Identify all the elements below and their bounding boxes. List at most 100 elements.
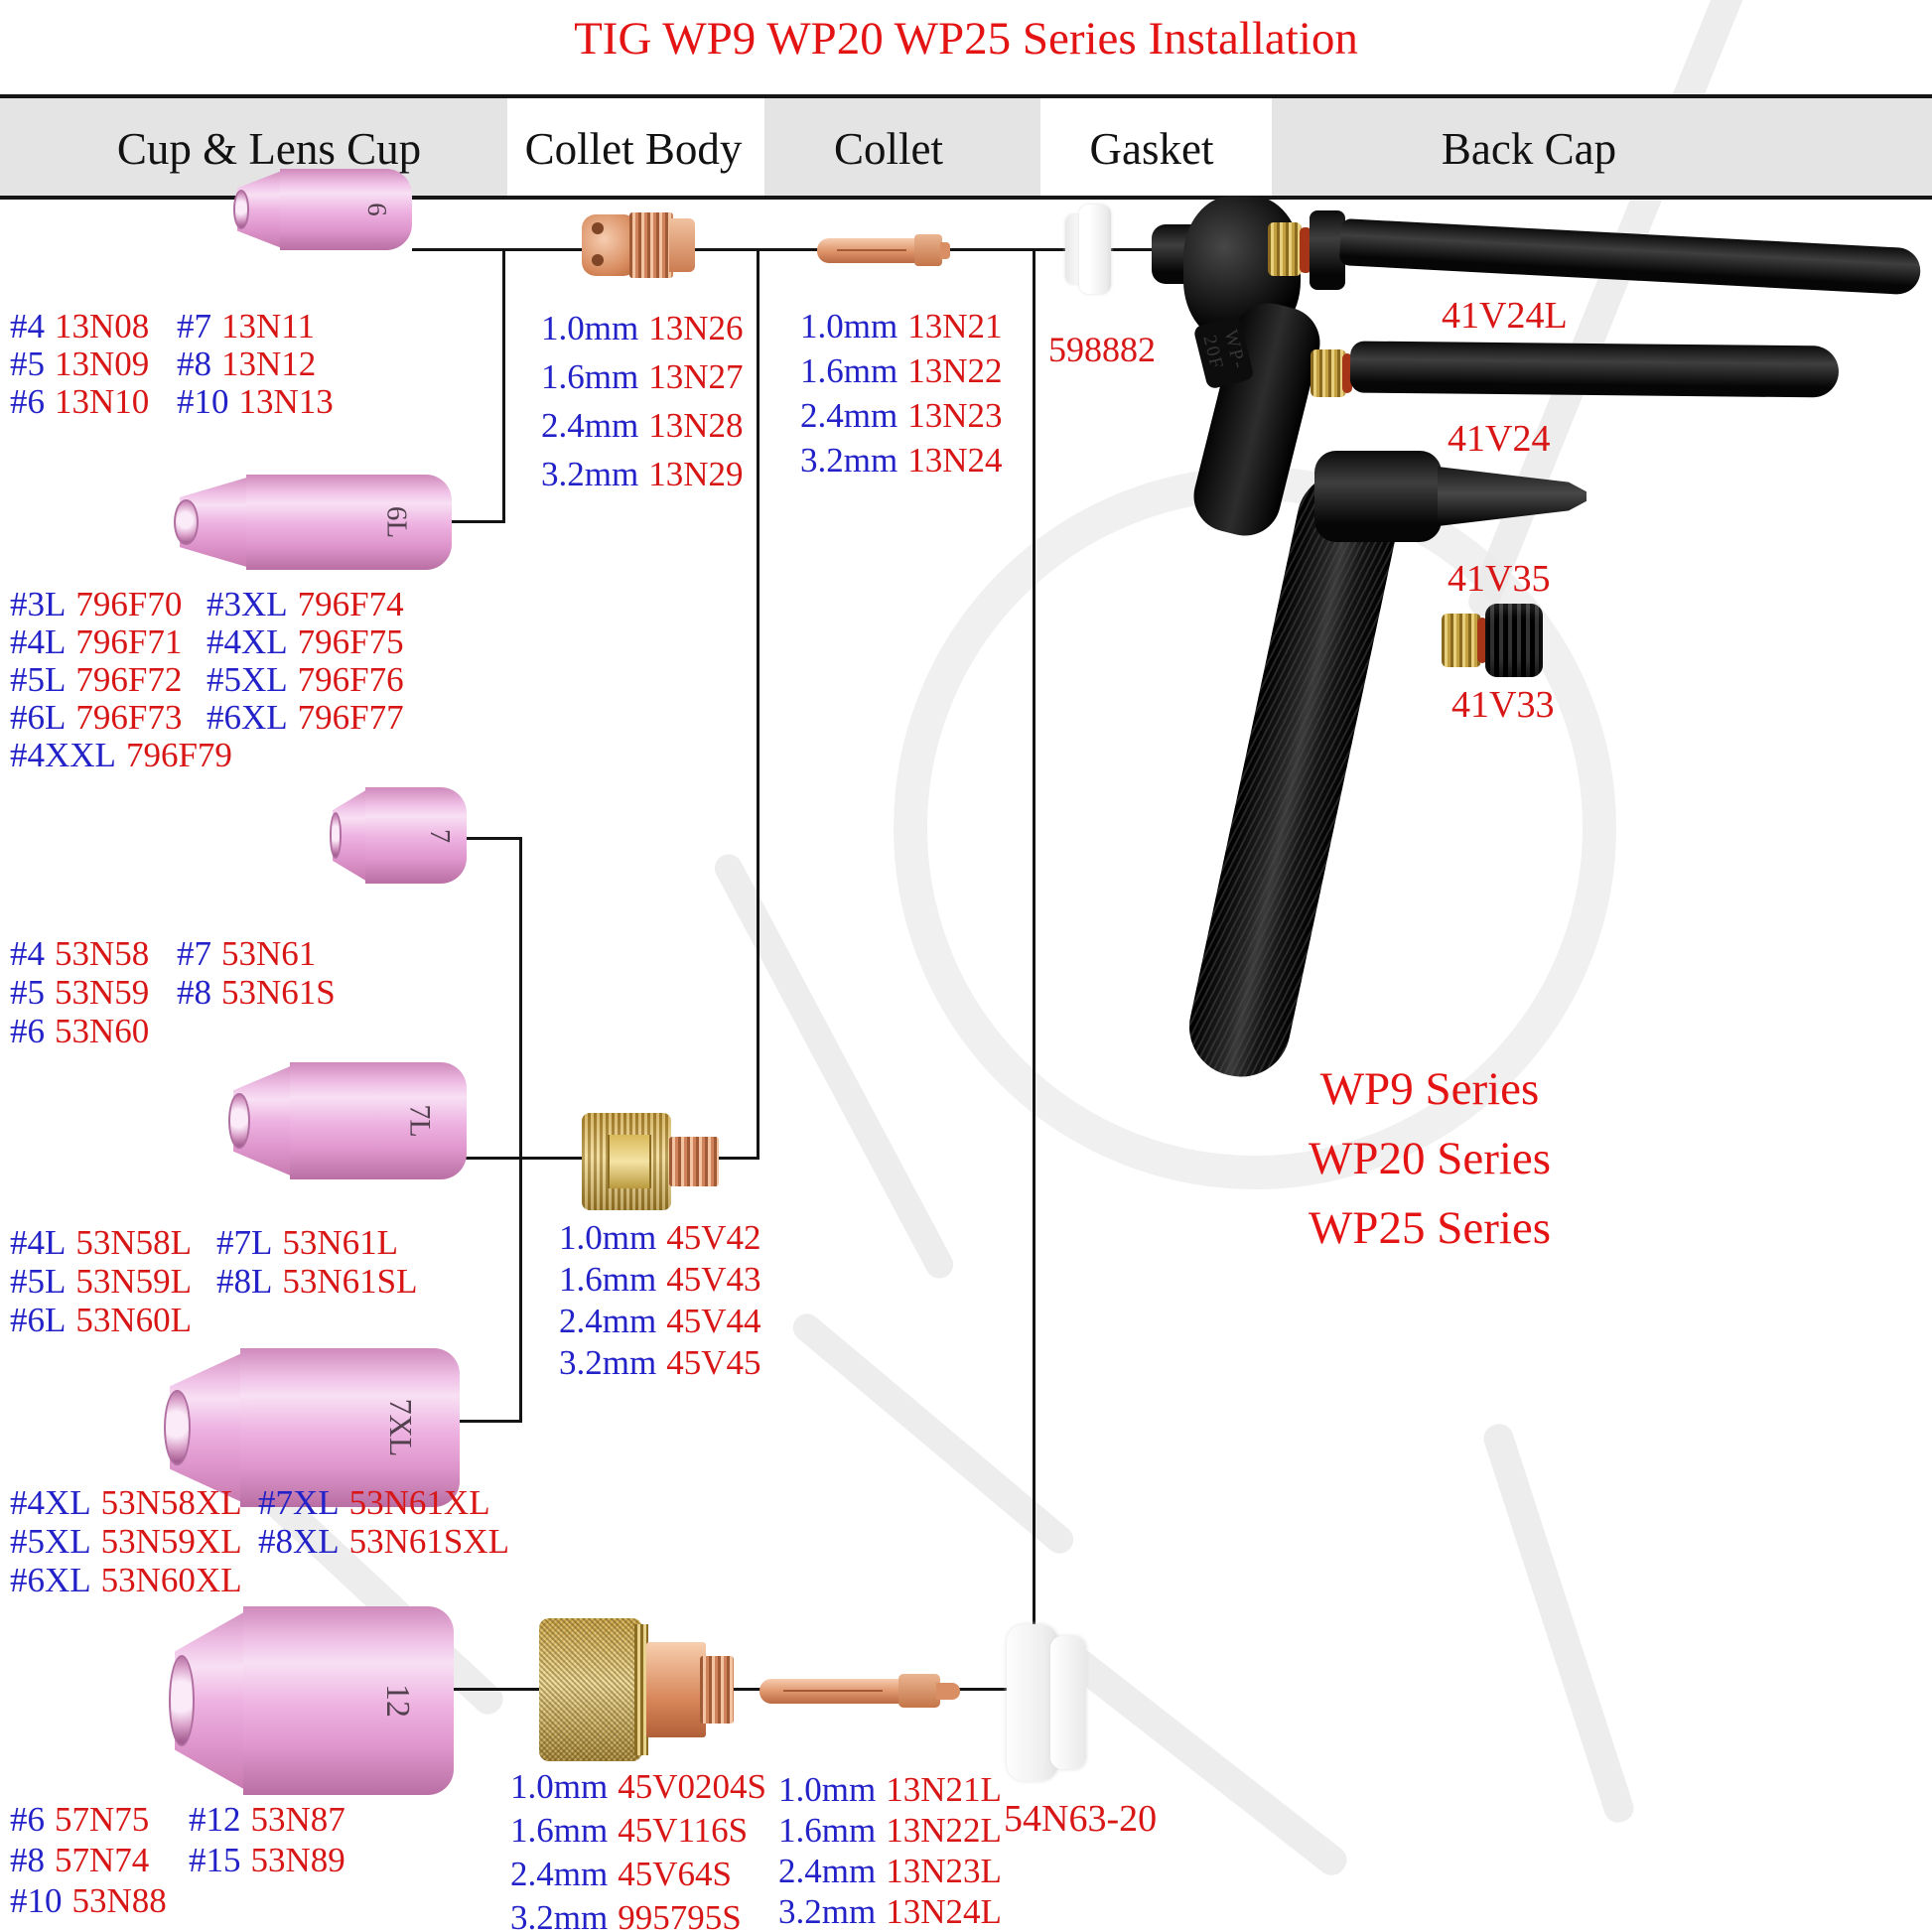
part-number-row: 1.6mm 45V116S [510, 1809, 766, 1853]
header-seg-gasket [1040, 98, 1272, 196]
part-numbers-cup-large: #6 57N75 #12 53N87 #8 57N74 #15 53N89 #10 53N88 [10, 1799, 345, 1921]
cup-body [290, 1062, 467, 1179]
part-number-row: #5 13N09 #8 13N12 [10, 345, 334, 383]
part-number-pair: #8XL 53N61SXL [258, 1522, 509, 1561]
part-number-pair: #6 57N75 [10, 1799, 189, 1840]
part-number: 995795S [618, 1898, 742, 1932]
part-number-pair: 3.2mm 13N24 [800, 438, 1002, 483]
part-number-row: #3L 796F70 #3XL 796F74 [10, 586, 404, 623]
part-number-pair: 3.2mm 13N24L [778, 1891, 1002, 1932]
part-number: 13N11 [221, 307, 315, 345]
size-code: #6L [10, 698, 67, 737]
collet-collar [914, 234, 942, 266]
part-number-pair: 3.2mm 995795S [510, 1896, 742, 1932]
back-cap-label: 41V24 [1448, 418, 1551, 460]
part-number-row: #6 13N10 #10 13N13 [10, 383, 334, 421]
part-number-pair: #8L 53N61SL [216, 1262, 418, 1301]
gas-lens-hex-band [608, 1135, 651, 1188]
part-number: 13N08 [55, 307, 150, 345]
header-seg-cup [0, 98, 507, 196]
cup-body [242, 1606, 454, 1795]
series-item: WP20 Series [1308, 1133, 1552, 1184]
ceramic-cup-12: 12 [169, 1606, 454, 1795]
header-collet: Collet [834, 124, 943, 175]
part-number: 53N89 [250, 1841, 345, 1879]
part-number-row: #4 13N08 #7 13N11 [10, 308, 334, 345]
gas-lens-thread [669, 1137, 719, 1186]
part-number-pair: #8 57N74 [10, 1840, 189, 1880]
size-code: 2.4mm [541, 406, 639, 445]
size-code: 3.2mm [800, 441, 898, 480]
part-number-pair: #6 53N60 [10, 1012, 177, 1050]
part-number-row: #4L 796F71 #4XL 796F75 [10, 623, 404, 661]
part-number-pair: #8 13N12 [177, 345, 316, 383]
part-number-row: #6XL 53N60XL [10, 1561, 509, 1599]
part-number-pair: 1.0mm 13N26 [541, 304, 743, 352]
ceramic-cup-7l: 7L [228, 1062, 467, 1179]
size-code: #4L [10, 622, 67, 661]
large-gas-lens-knurl-body [539, 1618, 642, 1761]
size-code: #5XL [207, 660, 288, 699]
size-code: 1.0mm [541, 309, 639, 347]
cup-opening [164, 1389, 191, 1466]
part-number-pair: #4L 796F71 [10, 623, 207, 661]
part-number-row: #6L 53N60L [10, 1301, 418, 1339]
series-list: WP9 Series WP20 Series WP25 Series [1253, 1054, 1606, 1263]
part-number: 13N12 [221, 345, 317, 383]
size-code: 1.6mm [541, 357, 639, 396]
part-number-row: #6L 796F73 #6XL 796F77 [10, 699, 404, 737]
size-code: #7XL [258, 1483, 340, 1522]
page-title: TIG WP9 WP20 WP25 Series Installation [574, 13, 1358, 65]
gas-lens-collet-body-image [582, 1113, 721, 1210]
part-number-row: 1.6mm 13N27 [541, 352, 743, 401]
size-code: #3XL [207, 585, 288, 623]
part-number: 13N13 [238, 382, 334, 421]
part-number-pair: #7XL 53N61XL [258, 1483, 490, 1522]
part-numbers-collet: 1.0mm 13N21 1.6mm 13N22 2.4mm 13N23 3.2mm 13N24 [800, 304, 1002, 483]
part-number-pair: #5L 53N59L [10, 1262, 216, 1301]
collet-slot [837, 249, 906, 251]
back-cap-label: 41V24L [1442, 295, 1568, 337]
part-number: 796F77 [297, 698, 404, 737]
part-number-row: #4XL 53N58XL #7XL 53N61XL [10, 1483, 509, 1522]
part-number: 53N58XL [100, 1483, 242, 1522]
part-number-row: 2.4mm 13N23L [778, 1851, 1002, 1891]
part-number-pair: 1.0mm 45V0204S [510, 1765, 766, 1809]
size-code: #4L [10, 1223, 67, 1262]
cup-opening [169, 1655, 195, 1746]
part-number: 796F79 [125, 736, 232, 774]
part-number: 13N10 [55, 382, 150, 421]
part-number: 13N22L [886, 1811, 1002, 1850]
part-number-pair: 1.6mm 13N27 [541, 352, 743, 401]
large-gasket-part-number: 54N63-20 [1004, 1798, 1158, 1840]
size-code: 2.4mm [559, 1302, 657, 1340]
size-code: #12 [189, 1800, 241, 1839]
back-cap-short-41v35-body [1314, 451, 1442, 542]
part-number-pair: #10 13N13 [177, 383, 334, 421]
part-number-pair: 1.6mm 13N22L [778, 1810, 1002, 1851]
part-number-pair: #3XL 796F74 [207, 586, 404, 623]
part-number-pair: #4XL 53N58XL [10, 1483, 258, 1522]
part-number: 45V116S [618, 1811, 749, 1850]
part-number: 53N61SL [282, 1262, 418, 1301]
part-number: 13N21L [886, 1770, 1002, 1809]
connector-h-cup7xl [452, 1420, 522, 1423]
part-numbers-cup-53nl: #4L 53N58L #7L 53N61L #5L 53N59L #8L 53N61SL #6L… [10, 1223, 418, 1339]
part-number-row: 3.2mm 45V45 [559, 1342, 760, 1384]
cup-opening [228, 1092, 250, 1150]
large-gas-lens-image [539, 1618, 734, 1761]
collet-body-tip [669, 218, 695, 272]
size-code: #6 [10, 1012, 45, 1050]
part-numbers-cup-53nxl: #4XL 53N58XL #7XL 53N61XL #5XL 53N59XL #8XL 53N… [10, 1483, 509, 1599]
part-number-pair: 2.4mm 45V64S [510, 1853, 732, 1896]
collet-body-image [582, 210, 695, 280]
part-number-row: 3.2mm 995795S [510, 1896, 766, 1932]
part-number: 45V64S [618, 1855, 732, 1893]
part-number-pair: #3L 796F70 [10, 586, 207, 623]
connector-v-gasket-bottom [1033, 248, 1035, 1643]
gasket-part-number: 598882 [1048, 330, 1156, 369]
header-collet-body: Collet Body [524, 124, 743, 175]
large-gasket-flange [1050, 1636, 1086, 1769]
part-number: 53N60 [55, 1012, 150, 1050]
ceramic-cup-6: 6 [233, 169, 412, 250]
